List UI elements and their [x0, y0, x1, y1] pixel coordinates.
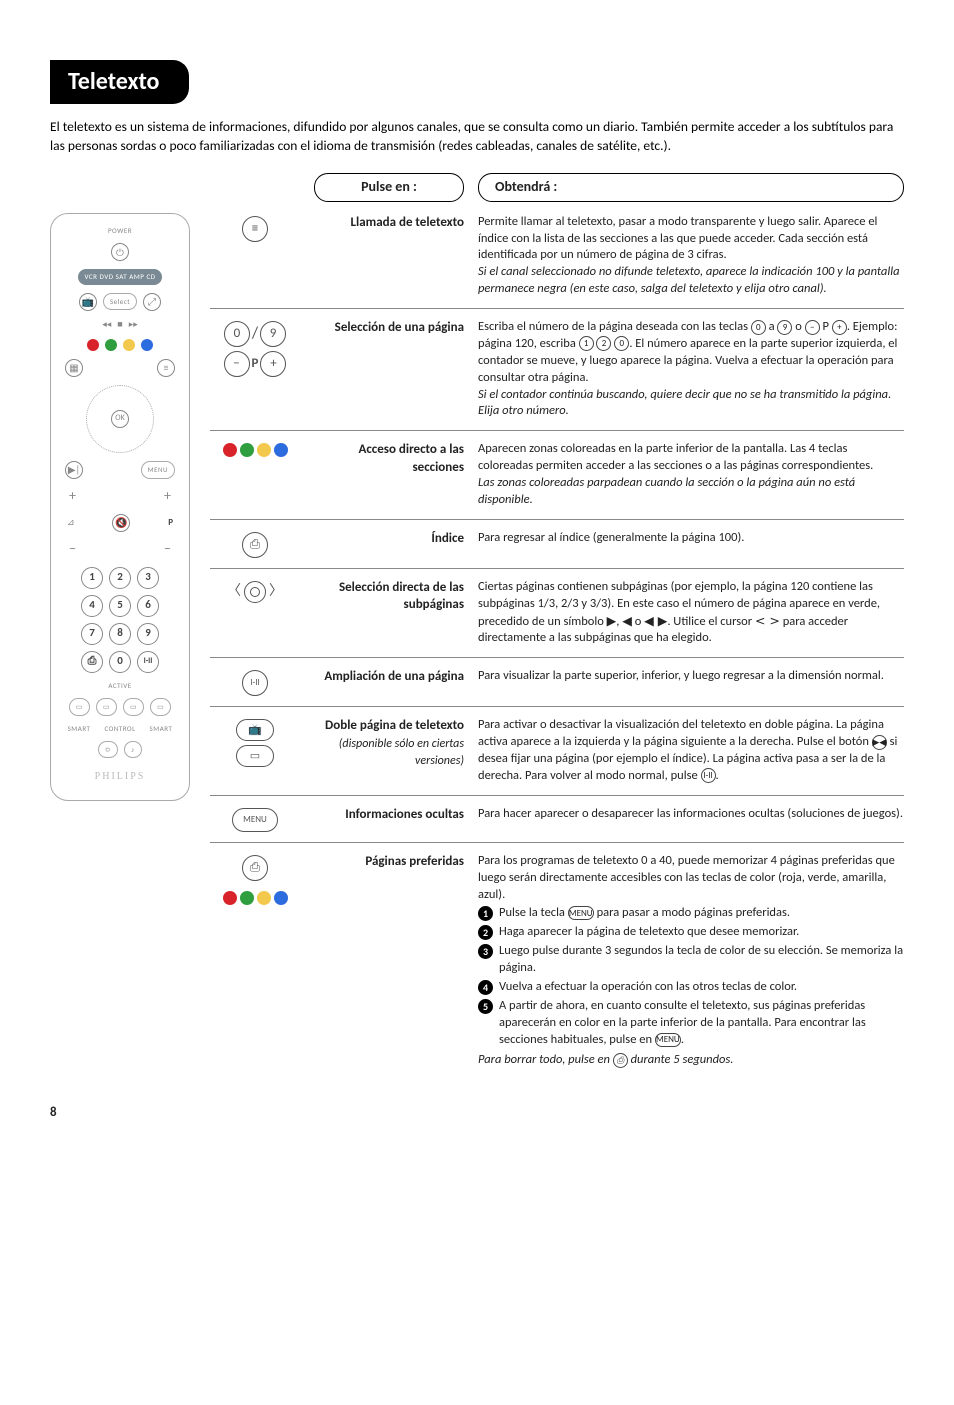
digit-0-icon: 0	[224, 321, 250, 347]
mute-icon: 🔇	[112, 514, 130, 532]
row-desc: Para visualizar la parte superior, infer…	[478, 668, 904, 685]
tv-icon: 📺	[79, 293, 97, 311]
select-button: Select	[103, 293, 137, 310]
index-icon: ⎙	[242, 855, 268, 881]
dualpage-icon: 📺	[236, 719, 274, 741]
instruction-table: Pulse en : Obtendrá : ≡ Llamada de telet…	[210, 173, 904, 1080]
cursor-icon: 〈〉	[227, 581, 283, 603]
ac-btn-1: ▭	[69, 698, 90, 715]
row-label: Ampliación de una página	[314, 668, 464, 686]
color-keys-icon	[223, 443, 288, 457]
table-row: ⎙ Índice Para regresar al índice (genera…	[210, 520, 904, 569]
expand-icon: ⤢	[143, 293, 161, 311]
table-row: ⎙ Páginas preferidas Para los programas …	[210, 843, 904, 1080]
ac-btn-3: ▭	[123, 698, 144, 715]
menu-button: MENU	[141, 461, 175, 478]
stop-icon: ■	[117, 319, 122, 331]
grid-icon: ▦	[65, 359, 83, 377]
power-label: POWER	[108, 226, 132, 235]
ch-minus: −	[164, 540, 171, 559]
row-label: Llamada de teletexto	[314, 214, 464, 232]
vol-label: ⊿	[67, 517, 75, 529]
row-label: Selección de una página	[314, 319, 464, 337]
minus-icon: −	[224, 351, 250, 377]
brand-label: PHILIPS	[95, 770, 146, 784]
header-pulse: Pulse en :	[314, 173, 464, 202]
p-label: P	[168, 517, 173, 529]
row-label: Selección directa de las subpáginas	[314, 579, 464, 614]
rewind-icon: ◂◂	[102, 319, 111, 331]
row-desc: Para los programas de teletexto 0 a 40, …	[478, 853, 904, 1070]
source-strip: VCR DVD SAT AMP CD	[78, 269, 161, 284]
table-row: 0 / 9 − P + Selección de una página Escr…	[210, 309, 904, 431]
row-desc: Para activar o desactivar la visualizaci…	[478, 717, 904, 785]
row-label: Índice	[314, 530, 464, 548]
vol-minus: −	[69, 540, 76, 559]
row-label: Acceso directo a las secciones	[314, 441, 464, 476]
ac-btn-4: ▭	[150, 698, 171, 715]
teletext-icon: ≡	[242, 216, 268, 242]
row-desc: Ciertas páginas contienen subpáginas (po…	[478, 579, 904, 648]
section-title: Teletexto	[50, 60, 189, 104]
forward-icon: ▸▸	[129, 319, 138, 331]
numpad: 123 456 789 ⎙0I-II	[81, 567, 159, 673]
dualpage-icon-2: ▭	[236, 745, 274, 767]
cursor-pad: OK	[86, 385, 154, 453]
smart-label-l: SMART	[68, 724, 91, 733]
smart-btn-l: ☼	[98, 741, 118, 758]
row-desc: Escriba el número de la página deseada c…	[478, 319, 904, 420]
menu-icon: MENU	[232, 808, 278, 832]
vol-plus: +	[69, 487, 76, 506]
digit-9-icon: 9	[260, 321, 286, 347]
plus-icon: +	[260, 351, 286, 377]
color-keys-row	[59, 339, 181, 351]
row-label: Páginas preferidas	[314, 853, 464, 871]
table-row: ≡ Llamada de teletexto Permite llamar al…	[210, 204, 904, 309]
smart-label-r: SMART	[150, 724, 173, 733]
control-label: CONTROL	[104, 724, 135, 733]
row-label: Informaciones ocultas	[314, 806, 464, 824]
index-icon: ⎙	[242, 532, 268, 558]
active-label: ACTIVE	[108, 681, 131, 690]
power-icon: ⏻	[111, 243, 129, 261]
table-row: 〈〉 Selección directa de las subpáginas C…	[210, 569, 904, 659]
row-desc: Aparecen zonas coloreadas en la parte in…	[478, 441, 904, 509]
page-number: 8	[50, 1104, 57, 1122]
ok-button: OK	[111, 410, 129, 428]
table-row: I-II Ampliación de una página Para visua…	[210, 658, 904, 707]
intro-paragraph: El teletexto es un sistema de informacio…	[50, 118, 904, 154]
skip-icon: ▶|	[65, 461, 83, 479]
zoom-icon: I-II	[242, 670, 268, 696]
table-row: Acceso directo a las secciones Aparecen …	[210, 431, 904, 520]
header-obtendra: Obtendrá :	[478, 173, 904, 202]
row-desc: Para hacer aparecer o desaparecer las in…	[478, 806, 904, 823]
smart-btn-r: ♪	[124, 741, 142, 758]
table-row: 📺 ▭ Doble página de teletexto (disponibl…	[210, 707, 904, 796]
row-label: Doble página de teletexto (disponible só…	[314, 717, 464, 770]
row-desc: Para regresar al índice (generalmente la…	[478, 530, 904, 547]
remote-illustration: POWER ⏻ VCR DVD SAT AMP CD 📺 Select ⤢ ◂◂…	[50, 213, 190, 801]
row-desc: Permite llamar al teletexto, pasar a mod…	[478, 214, 904, 298]
ac-btn-2: ▭	[96, 698, 117, 715]
teletext-icon: ≡	[157, 359, 175, 377]
ch-plus: +	[164, 487, 171, 506]
table-row: MENU Informaciones ocultas Para hacer ap…	[210, 796, 904, 843]
color-keys-icon	[223, 891, 288, 905]
